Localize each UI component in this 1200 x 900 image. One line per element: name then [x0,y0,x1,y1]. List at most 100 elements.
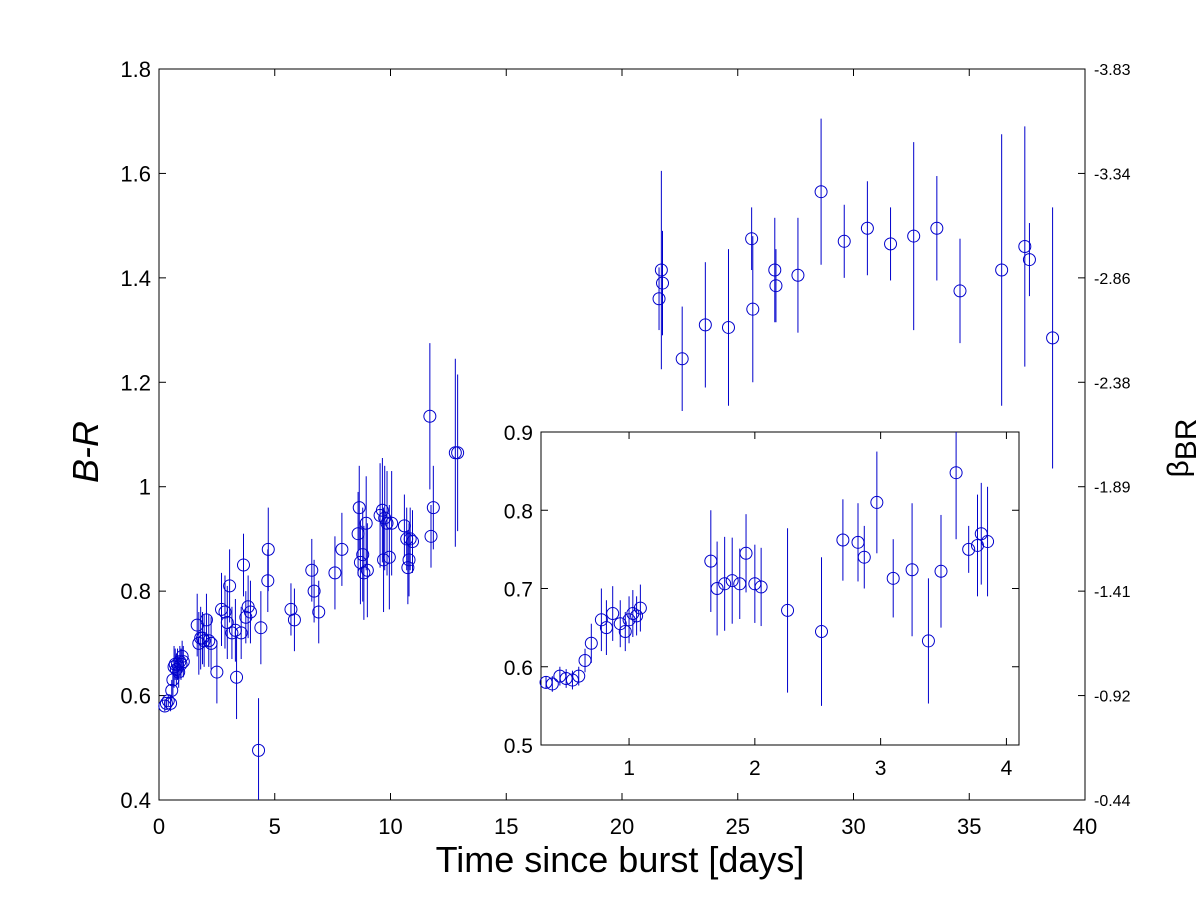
main-y-tick-label: 1.8 [120,57,151,82]
inset-data-point [545,677,559,691]
main-y-tick-label: 1.2 [120,370,151,395]
main-data-point [159,696,173,710]
main-y-tick-label: 0.8 [120,579,151,604]
inset-x-tick-label: 4 [1001,757,1013,780]
main-data-point [1022,253,1036,267]
inset-y-tick-label: 0.9 [504,422,533,445]
main-data-point [401,561,415,575]
main-data-point [405,535,419,549]
main-y-tick-label: 0.6 [120,684,151,709]
main-data-point [953,284,967,298]
main-data-point [359,516,373,530]
inset-y-tick-label: 0.7 [504,579,533,602]
inset-y-tick-label: 0.5 [504,735,533,758]
main-data-point [236,558,250,572]
right-y-axis-label-subscript: BR [1170,419,1200,461]
main-data-point [210,665,224,679]
main-data-point [423,409,437,423]
main-data-point [1046,331,1060,345]
inset-data-point [622,613,636,627]
main-data-point [884,237,898,251]
main-data-point [307,584,321,598]
inset-x-tick-label: 2 [749,757,761,780]
right-y-tick-label: -0.44 [1094,793,1131,810]
main-data-point [305,563,319,577]
main-data-point [451,446,465,460]
inset-y-tick-label: 0.6 [504,657,533,680]
main-data-point [375,503,389,517]
inset-axes-frame [540,431,1020,746]
main-data-point [202,634,216,648]
main-data-point [164,696,178,710]
right-y-tick-label: -2.38 [1094,375,1131,392]
main-x-tick-label: 15 [494,814,518,839]
main-data-point [860,221,874,235]
main-data-point [335,542,349,556]
main-y-tick-label: 1.4 [120,266,151,291]
main-data-point [1018,240,1032,254]
main-data-point [721,320,735,334]
main-data-point [403,532,417,546]
main-x-tick-label: 25 [726,814,750,839]
main-x-tick-label: 10 [378,814,402,839]
main-data-point [768,263,782,277]
inset-data-point [613,617,627,631]
main-data-point [652,292,666,306]
inset-data-point [572,669,586,683]
main-data-point [746,302,760,316]
right-y-axis-label: βBR [1162,419,1200,478]
inset-data-point [870,495,884,509]
inset-data-point [934,564,948,578]
inset-data-point [584,636,598,650]
inset-data-point [718,577,732,591]
main-data-point [356,548,370,562]
main-data-point [197,634,211,648]
inset-data-point [886,571,900,585]
main-data-point [930,221,944,235]
right-y-tick-label: -3.83 [1094,62,1131,79]
main-data-point [380,516,394,530]
main-y-tick-label: 1 [139,475,151,500]
main-data-point [675,352,689,366]
main-data-point [252,743,266,757]
main-data-point [769,279,783,293]
main-data-point [176,655,190,669]
main-data-point [814,185,828,199]
inset-data-point [921,634,935,648]
right-y-tick-label: -0.92 [1094,689,1131,706]
inset-y-tick-label: 0.8 [504,500,533,523]
main-ticks: 0 5 10 15 20 25 30 35 40 0.4 0.6 0.8 1 1.2 1.4 1.6 1.8 -0… [120,57,1130,839]
main-data-point [995,263,1009,277]
main-x-tick-label: 5 [269,814,281,839]
main-data-point [254,621,268,635]
right-y-axis-label-symbol: β [1162,460,1195,477]
inset-x-tick-label: 1 [623,757,635,780]
inset-data-point [962,542,976,556]
main-data-point [218,605,232,619]
inset-data-point [618,625,632,639]
main-series [158,118,1060,800]
right-y-tick-label: -2.86 [1094,271,1131,288]
main-data-point [243,605,257,619]
inset-data-point [594,613,608,627]
main-x-tick-label: 0 [153,814,165,839]
main-data-point [426,501,440,515]
right-y-tick-label: -3.34 [1094,166,1131,183]
main-data-point [360,563,374,577]
main-y-tick-label: 1.6 [120,161,151,186]
main-data-point [312,605,326,619]
main-data-point [287,613,301,627]
main-data-point [199,613,213,627]
inset-data-point [781,603,795,617]
main-data-point [239,610,253,624]
inset-data-point [725,574,739,588]
inset-data-point [739,546,753,560]
inset-x-tick-label: 3 [875,757,887,780]
main-data-point [261,542,275,556]
main-data-point [907,229,921,243]
main-data-point [745,232,759,246]
main-x-tick-label: 30 [841,814,865,839]
inset-data-point [949,466,963,480]
inset-data-point [815,625,829,639]
